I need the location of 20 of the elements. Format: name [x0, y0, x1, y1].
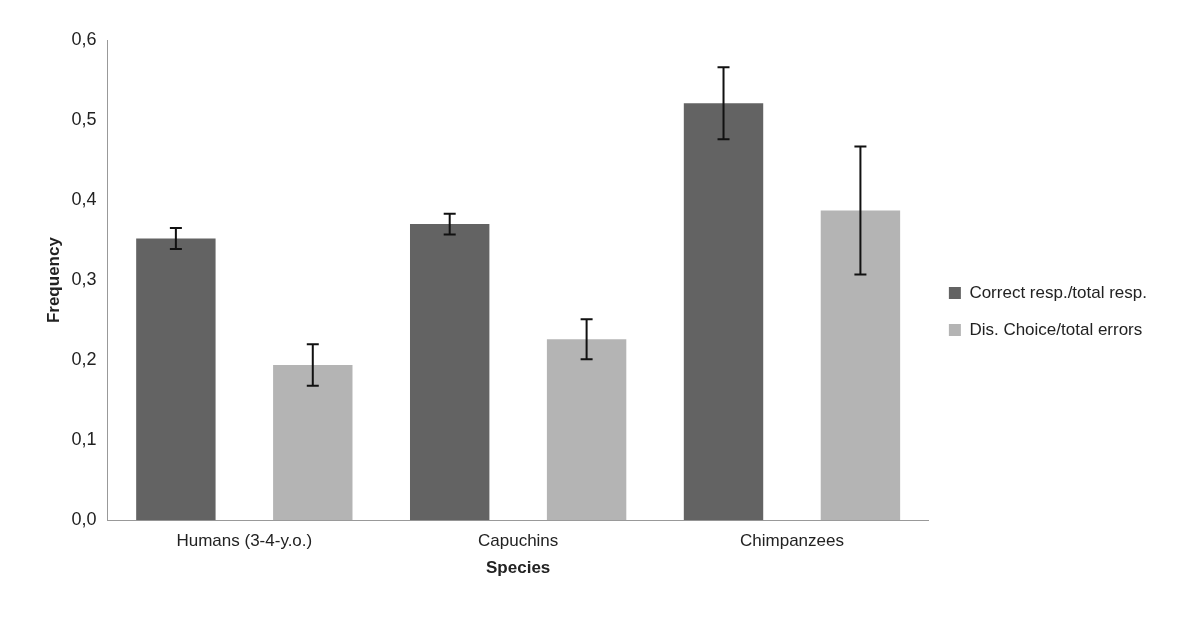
bar — [820, 210, 901, 521]
legend-label: Correct resp./total resp. — [969, 282, 1147, 302]
legend-label: Dis. Choice/total errors — [969, 319, 1143, 339]
bar — [683, 103, 764, 521]
y-tick-label: 0,6 — [71, 28, 97, 49]
bar — [409, 224, 490, 521]
bar — [136, 238, 216, 521]
x-tick-label: Humans (3-4-y.o.) — [176, 531, 313, 551]
y-tick-label: 0,3 — [71, 269, 97, 290]
y-tick-label: 0,2 — [71, 349, 97, 370]
y-tick-label: 0,0 — [71, 509, 97, 530]
x-axis-title: Species — [486, 558, 551, 578]
x-tick-label: Chimpanzees — [739, 531, 844, 551]
y-tick-label: 0,4 — [71, 189, 97, 210]
bar — [273, 364, 353, 521]
y-tick-label: 0,1 — [71, 429, 97, 450]
y-tick-label: 0,5 — [71, 109, 97, 129]
bar — [546, 339, 627, 521]
y-axis-title: Frequency — [43, 236, 63, 324]
x-tick-label: Capuchins — [477, 531, 559, 551]
